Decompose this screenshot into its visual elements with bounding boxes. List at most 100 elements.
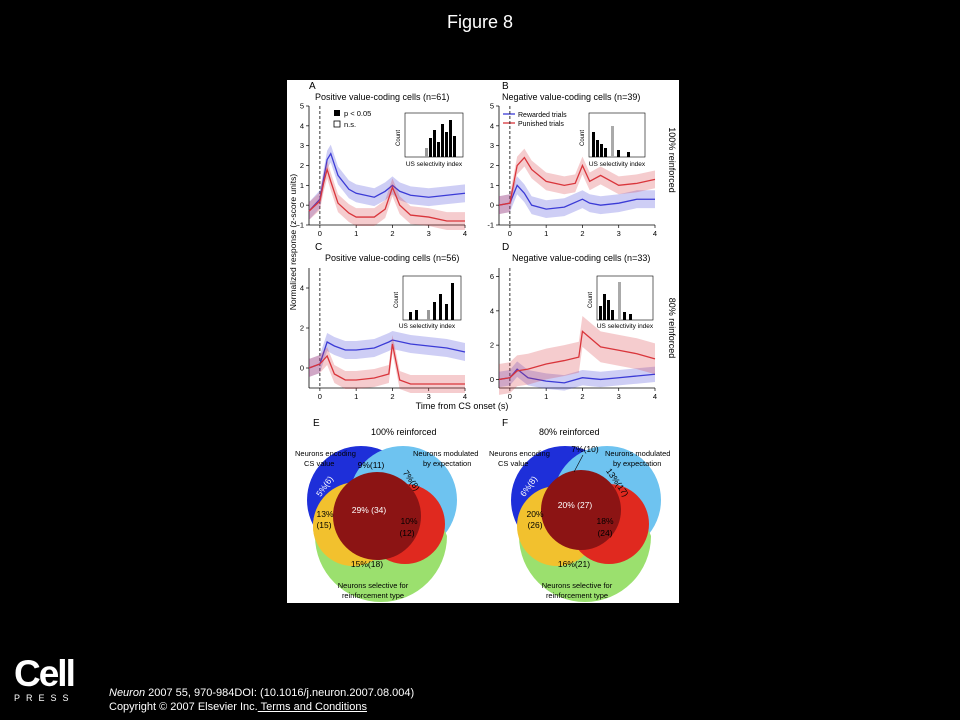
- citation: Neuron 2007 55, 970-984DOI: (10.1016/j.n…: [109, 686, 414, 714]
- y-tick-label-c: 4: [300, 284, 304, 293]
- error-band-c-punished: [309, 335, 465, 393]
- citation-ref: 2007 55, 970-984DOI: (10.1016/j.neuron.2…: [145, 687, 415, 699]
- x-tick-label-a: 0: [318, 229, 322, 238]
- panel-letter-d: D: [502, 242, 509, 253]
- inset-hist-d: Count US selectivity index: [588, 275, 654, 330]
- copyright-text: Copyright © 2007 Elsevier Inc.: [109, 701, 258, 713]
- panel-letter-a: A: [309, 81, 316, 92]
- inset-a-xlabel: US selectivity index: [406, 161, 463, 168]
- x-tick-label-c: 4: [463, 392, 467, 401]
- panel-letter-e: E: [313, 418, 320, 429]
- x-tick-label-a: 4: [463, 229, 467, 238]
- venn-f-top-pointer: [573, 454, 584, 473]
- venn-f-cs-label-1: Neurons encoding: [489, 449, 550, 458]
- y-tick-label-d: 6: [490, 272, 494, 281]
- y-tick-label-a: 0: [300, 201, 304, 210]
- y-tick-label-d: 4: [490, 306, 494, 315]
- x-tick-label-b: 0: [508, 229, 512, 238]
- venn-e-exp-label-1: Neurons modulated: [413, 449, 478, 458]
- legend-sig-filled-label: p < 0.05: [344, 109, 371, 118]
- panel-title-c: Positive value-coding cells (n=56): [325, 253, 459, 263]
- venn-f-yellow-label-2: (26): [527, 520, 542, 530]
- venn-f-rf-label-1: Neurons selective for: [542, 581, 613, 590]
- venn-e-center-label: 29% (34): [352, 505, 387, 515]
- venn-e-exp-label-2: by expectation: [423, 459, 471, 468]
- y-tick-label-b: 0: [490, 201, 494, 210]
- y-tick-label-d: 0: [490, 375, 494, 384]
- panel-title-d: Negative value-coding cells (n=33): [512, 253, 650, 263]
- venn-f-top-label: 7%(10): [571, 444, 599, 454]
- series-line-a-rewarded: [308, 152, 466, 212]
- panel-title-e: 100% reinforced: [371, 427, 437, 437]
- inset-b-ylabel: Count: [580, 130, 586, 146]
- x-tick-label-d: 3: [617, 392, 621, 401]
- panel-letter-b: B: [502, 81, 509, 92]
- y-tick-label-c: 2: [300, 324, 304, 333]
- x-tick-label-b: 3: [617, 229, 621, 238]
- venn-e-rf-label-2: reinforcement type: [342, 591, 404, 600]
- venn-e-dark: [333, 472, 421, 560]
- venn-f-green-label: 16%(21): [558, 559, 590, 569]
- venn-e-red-label-2: (12): [399, 528, 414, 538]
- y-axis-label: Normalized response (z-score units): [288, 174, 298, 311]
- error-band-d-punished: [499, 316, 655, 395]
- x-tick-label-a: 2: [390, 229, 394, 238]
- y-tick-label-b: 5: [490, 102, 494, 111]
- venn-e-top-label: 9%(11): [358, 460, 385, 470]
- cell-press-logo: Cell PRESS: [14, 655, 80, 703]
- x-tick-label-d: 4: [653, 392, 657, 401]
- venn-e-cs-label-2: CS value: [304, 459, 334, 468]
- series-line-d-rewarded: [498, 368, 656, 384]
- x-tick-label-c: 0: [318, 392, 322, 401]
- inset-d-xlabel: US selectivity index: [597, 323, 654, 330]
- y-tick-label-b: 2: [490, 161, 494, 170]
- series-line-a-punished: [308, 167, 465, 222]
- venn-e-yellow-label-2: (15): [316, 520, 331, 530]
- series-line-c-punished: [308, 343, 465, 385]
- series-line-c-rewarded: [308, 339, 466, 369]
- series-line-d-punished: [498, 330, 656, 381]
- y-tick-label-b: 1: [490, 181, 494, 190]
- venn-f-dark: [541, 470, 621, 550]
- venn-f-rf-label-2: reinforcement type: [546, 591, 608, 600]
- panel-title-b: Negative value-coding cells (n=39): [502, 92, 640, 102]
- venn-e-green-label: 15%(18): [351, 559, 383, 569]
- error-band-c-rewarded: [309, 331, 465, 377]
- inset-b-xlabel: US selectivity index: [589, 161, 646, 168]
- panel-title-f: 80% reinforced: [539, 427, 600, 437]
- x-axis-label: Time from CS onset (s): [416, 401, 509, 411]
- legend-sig-open-label: n.s.: [344, 120, 356, 129]
- y-tick-label-d: 2: [490, 341, 494, 350]
- error-band-b-punished: [499, 148, 655, 215]
- x-tick-label-b: 2: [580, 229, 584, 238]
- row-label-80: 80% reinforced: [667, 298, 677, 359]
- citation-line-1: Neuron 2007 55, 970-984DOI: (10.1016/j.n…: [109, 686, 414, 700]
- venn-f-cs-label-2: CS value: [498, 459, 528, 468]
- inset-c-xlabel: US selectivity index: [399, 323, 456, 330]
- y-tick-label-a: -1: [297, 221, 304, 230]
- error-band-b-rewarded: [499, 176, 655, 219]
- x-tick-label-b: 4: [653, 229, 657, 238]
- logo-word: Cell: [14, 653, 76, 694]
- x-tick-label-d: 1: [544, 392, 548, 401]
- terms-link[interactable]: Terms and Conditions: [257, 701, 367, 713]
- venn-f-red-label-2: (24): [597, 528, 612, 538]
- inset-hist-a: Count US selectivity index: [396, 112, 464, 168]
- panel-letter-c: C: [315, 242, 322, 253]
- y-tick-label-a: 3: [300, 141, 304, 150]
- venn-e-red-label-1: 10%: [400, 516, 417, 526]
- row-label-100: 100% reinforced: [667, 127, 677, 193]
- y-tick-label-a: 4: [300, 121, 304, 130]
- logo-sub: PRESS: [14, 693, 75, 703]
- panel-title-a: Positive value-coding cells (n=61): [315, 92, 449, 102]
- y-tick-label-b: -1: [487, 221, 494, 230]
- venn-e-cs-label-1: Neurons encoding: [295, 449, 356, 458]
- inset-c-ylabel: Count: [394, 292, 400, 308]
- inset-d-ylabel: Count: [588, 292, 594, 308]
- inset-hist-c: Count US selectivity index: [394, 275, 462, 330]
- inset-hist-b: Count US selectivity index: [580, 112, 646, 168]
- legend-sig-open-swatch: [333, 120, 341, 128]
- venn-e: 5%(6) 9%(11) 7%(8) 13% (15) 29% (34) 10%…: [307, 446, 457, 602]
- venn-f-red-label-1: 18%: [596, 516, 613, 526]
- y-tick-label-a: 1: [300, 181, 304, 190]
